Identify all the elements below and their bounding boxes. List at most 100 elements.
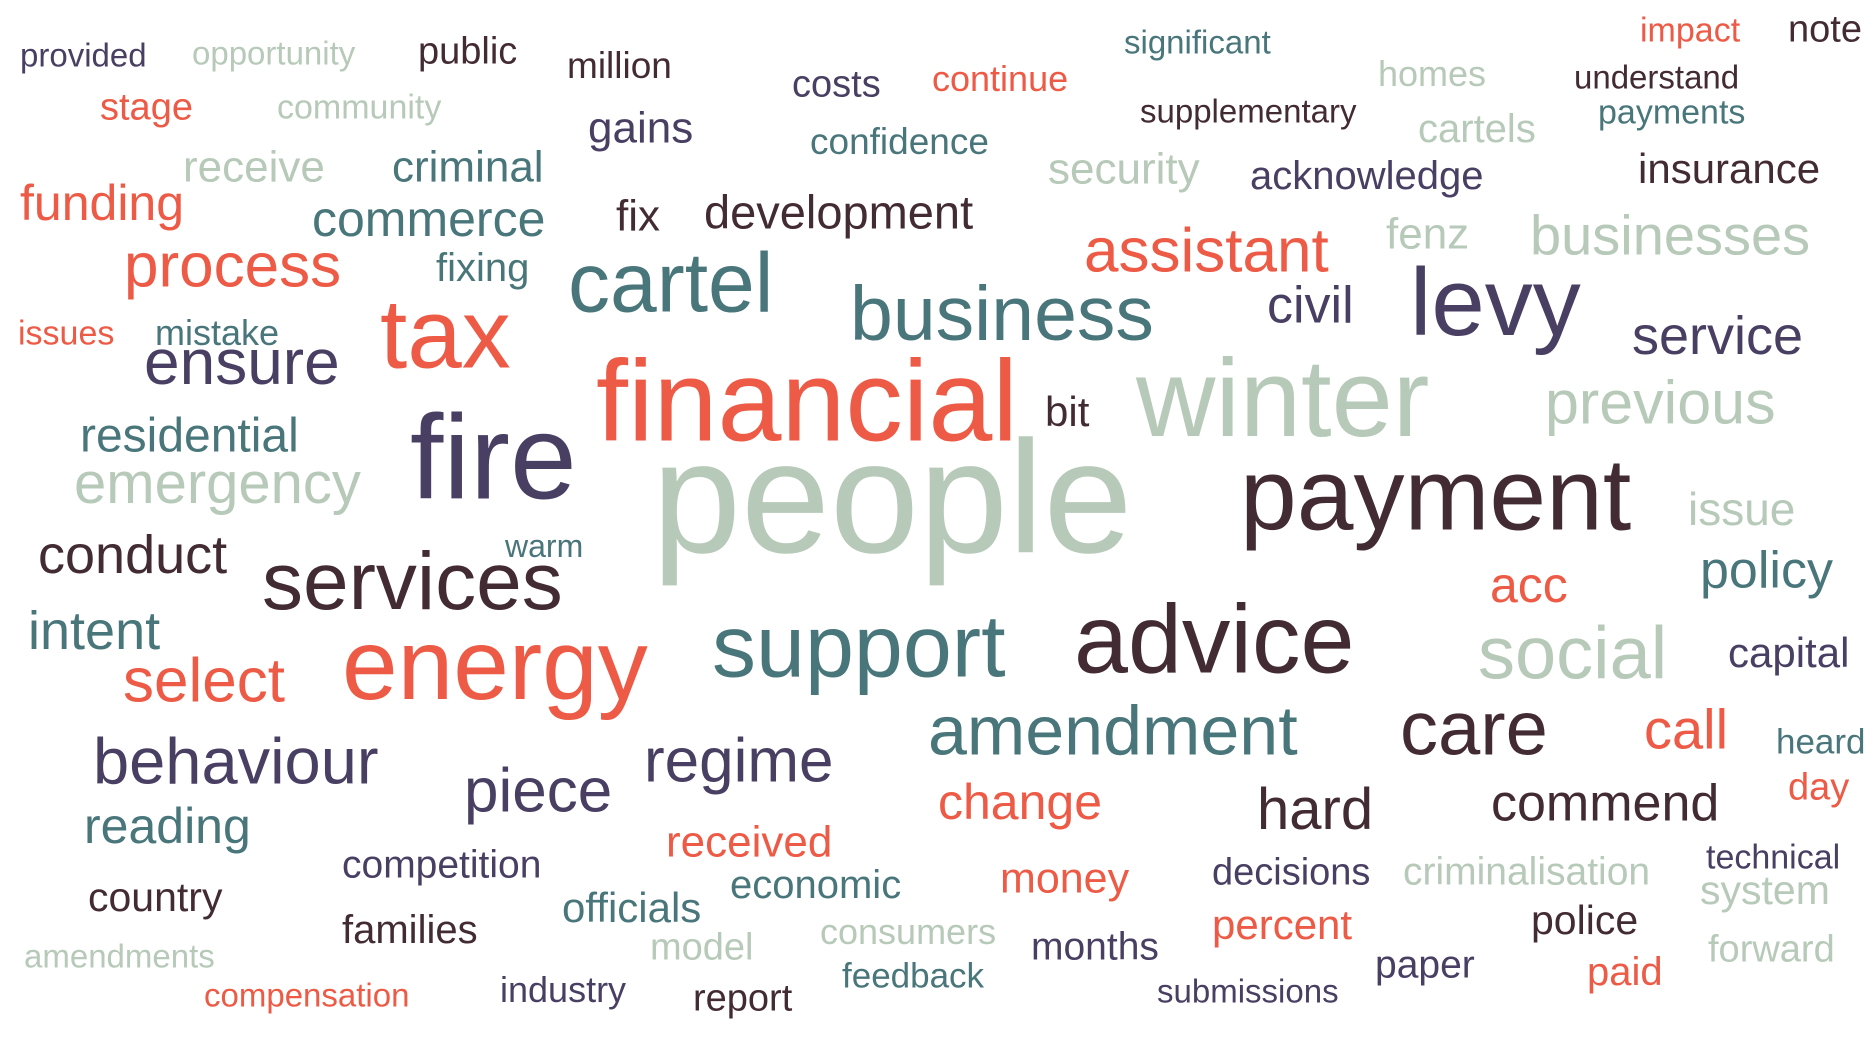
word-day: day	[1788, 766, 1850, 809]
word-forward: forward	[1708, 928, 1835, 971]
word-fire: fire	[410, 390, 577, 525]
word-technical: technical	[1706, 838, 1841, 877]
word-regime: regime	[644, 726, 834, 796]
word-payments: payments	[1598, 93, 1746, 132]
word-months: months	[1031, 925, 1159, 969]
word-payment: payment	[1240, 437, 1632, 552]
word-supplementary: supplementary	[1140, 92, 1357, 130]
word-reading: reading	[84, 798, 251, 854]
word-police: police	[1531, 897, 1639, 944]
word-intent: intent	[28, 600, 161, 661]
word-cartel: cartel	[568, 235, 774, 330]
word-competition: competition	[342, 843, 542, 887]
word-understand: understand	[1574, 58, 1740, 96]
word-warm: warm	[505, 528, 584, 565]
word-paid: paid	[1587, 949, 1663, 994]
word-fixing: fixing	[436, 245, 530, 290]
word-public: public	[418, 30, 518, 73]
word-acknowledge: acknowledge	[1250, 153, 1484, 198]
word-funding: funding	[20, 175, 185, 231]
word-decisions: decisions	[1212, 851, 1371, 894]
word-emergency: emergency	[74, 450, 361, 516]
word-impact: impact	[1640, 11, 1741, 50]
word-select: select	[123, 646, 285, 716]
word-paper: paper	[1375, 943, 1475, 987]
word-business: business	[850, 270, 1154, 357]
word-hard: hard	[1257, 776, 1374, 842]
word-service: service	[1632, 305, 1804, 366]
word-change: change	[938, 774, 1103, 830]
word-opportunity: opportunity	[192, 34, 356, 72]
word-residential: residential	[80, 409, 299, 463]
word-commerce: commerce	[312, 191, 546, 247]
word-care: care	[1400, 686, 1548, 772]
word-provided: provided	[20, 36, 147, 74]
word-community: community	[277, 88, 442, 127]
word-civil: civil	[1267, 276, 1354, 335]
word-development: development	[704, 185, 974, 239]
word-process: process	[124, 231, 342, 301]
word-levy: levy	[1410, 249, 1581, 357]
word-cartels: cartels	[1418, 106, 1536, 151]
word-piece: piece	[464, 756, 613, 826]
word-compensation: compensation	[204, 976, 410, 1014]
word-country: country	[88, 874, 223, 921]
word-ensure: ensure	[144, 326, 340, 399]
word-criminalisation: criminalisation	[1403, 850, 1651, 894]
word-social: social	[1478, 611, 1668, 695]
word-people: people	[652, 407, 1133, 587]
word-assistant: assistant	[1084, 216, 1329, 286]
word-economic: economic	[730, 862, 902, 907]
word-receive: receive	[183, 142, 325, 192]
word-acc: acc	[1490, 557, 1568, 613]
word-fix: fix	[616, 191, 660, 241]
word-amendments: amendments	[24, 937, 215, 975]
word-commend: commend	[1491, 774, 1720, 833]
word-behaviour: behaviour	[93, 724, 379, 798]
word-money: money	[1000, 854, 1130, 903]
word-homes: homes	[1378, 52, 1487, 94]
word-support: support	[712, 596, 1006, 696]
word-advice: advice	[1074, 584, 1355, 694]
word-amendment: amendment	[928, 691, 1298, 770]
word-security: security	[1048, 144, 1200, 194]
word-services: services	[262, 536, 563, 628]
word-model: model	[650, 926, 754, 969]
word-costs: costs	[792, 63, 881, 106]
word-submissions: submissions	[1157, 972, 1339, 1010]
word-mistake: mistake	[155, 311, 280, 353]
word-financial: financial	[596, 337, 1018, 466]
word-received: received	[666, 817, 833, 867]
word-energy: energy	[342, 609, 648, 721]
word-capital: capital	[1728, 629, 1850, 677]
word-officials: officials	[562, 884, 702, 932]
word-confidence: confidence	[810, 121, 989, 163]
word-percent: percent	[1212, 901, 1353, 949]
word-tax: tax	[380, 278, 511, 389]
word-million: million	[567, 45, 672, 87]
word-stage: stage	[100, 86, 193, 129]
word-consumers: consumers	[820, 910, 997, 952]
word-previous: previous	[1545, 368, 1776, 437]
word-industry: industry	[500, 968, 627, 1010]
word-heard: heard	[1776, 722, 1866, 762]
word-issues: issues	[18, 314, 115, 353]
word-criminal: criminal	[392, 142, 544, 192]
word-continue: continue	[932, 57, 1069, 99]
word-families: families	[342, 907, 478, 952]
word-report: report	[693, 977, 793, 1020]
word-feedback: feedback	[842, 956, 985, 996]
word-businesses: businesses	[1530, 203, 1811, 267]
word-bit: bit	[1045, 388, 1090, 436]
word-call: call	[1644, 697, 1729, 761]
word-system: system	[1700, 867, 1830, 914]
word-winter: winter	[1136, 337, 1430, 461]
word-issue: issue	[1688, 483, 1796, 536]
word-gains: gains	[588, 103, 694, 153]
word-conduct: conduct	[38, 524, 228, 585]
word-insurance: insurance	[1638, 145, 1821, 193]
word-significant: significant	[1124, 23, 1271, 61]
word-fenz: fenz	[1386, 209, 1470, 259]
word-policy: policy	[1700, 541, 1833, 600]
